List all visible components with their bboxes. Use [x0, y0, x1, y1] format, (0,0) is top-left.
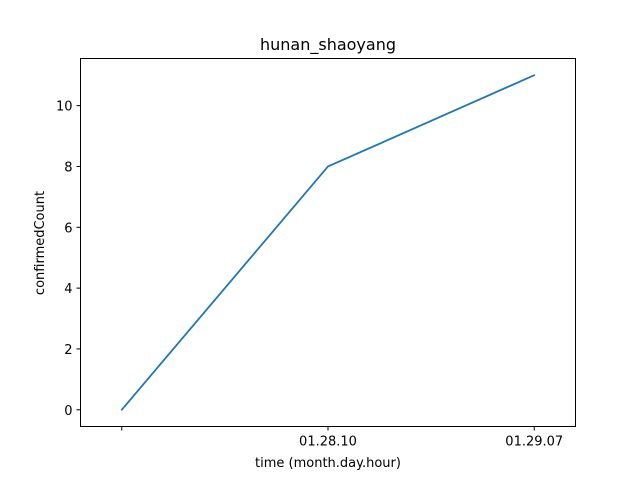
x-tick-label: 01.28.10 [299, 435, 357, 450]
y-tick-label: 0 [64, 404, 72, 419]
chart-title: hunan_shaoyang [260, 35, 396, 55]
x-axis: 01.28.10 01.29.07 [121, 426, 563, 450]
x-axis-label: time (month.day.hour) [255, 456, 401, 471]
y-tick-label: 8 [64, 160, 72, 175]
y-axis-label: confirmedCount [33, 191, 48, 295]
series-line-0 [120, 74, 536, 411]
y-tick-label: 2 [64, 343, 72, 358]
plot-area [120, 74, 536, 411]
x-tick-label: 01.29.07 [505, 435, 563, 450]
y-tick-label: 6 [64, 221, 72, 236]
y-tick-label: 10 [56, 100, 73, 115]
plot-frame [80, 58, 576, 427]
y-axis: 0 2 4 6 8 10 [56, 100, 81, 419]
y-tick-label: 4 [64, 282, 72, 297]
